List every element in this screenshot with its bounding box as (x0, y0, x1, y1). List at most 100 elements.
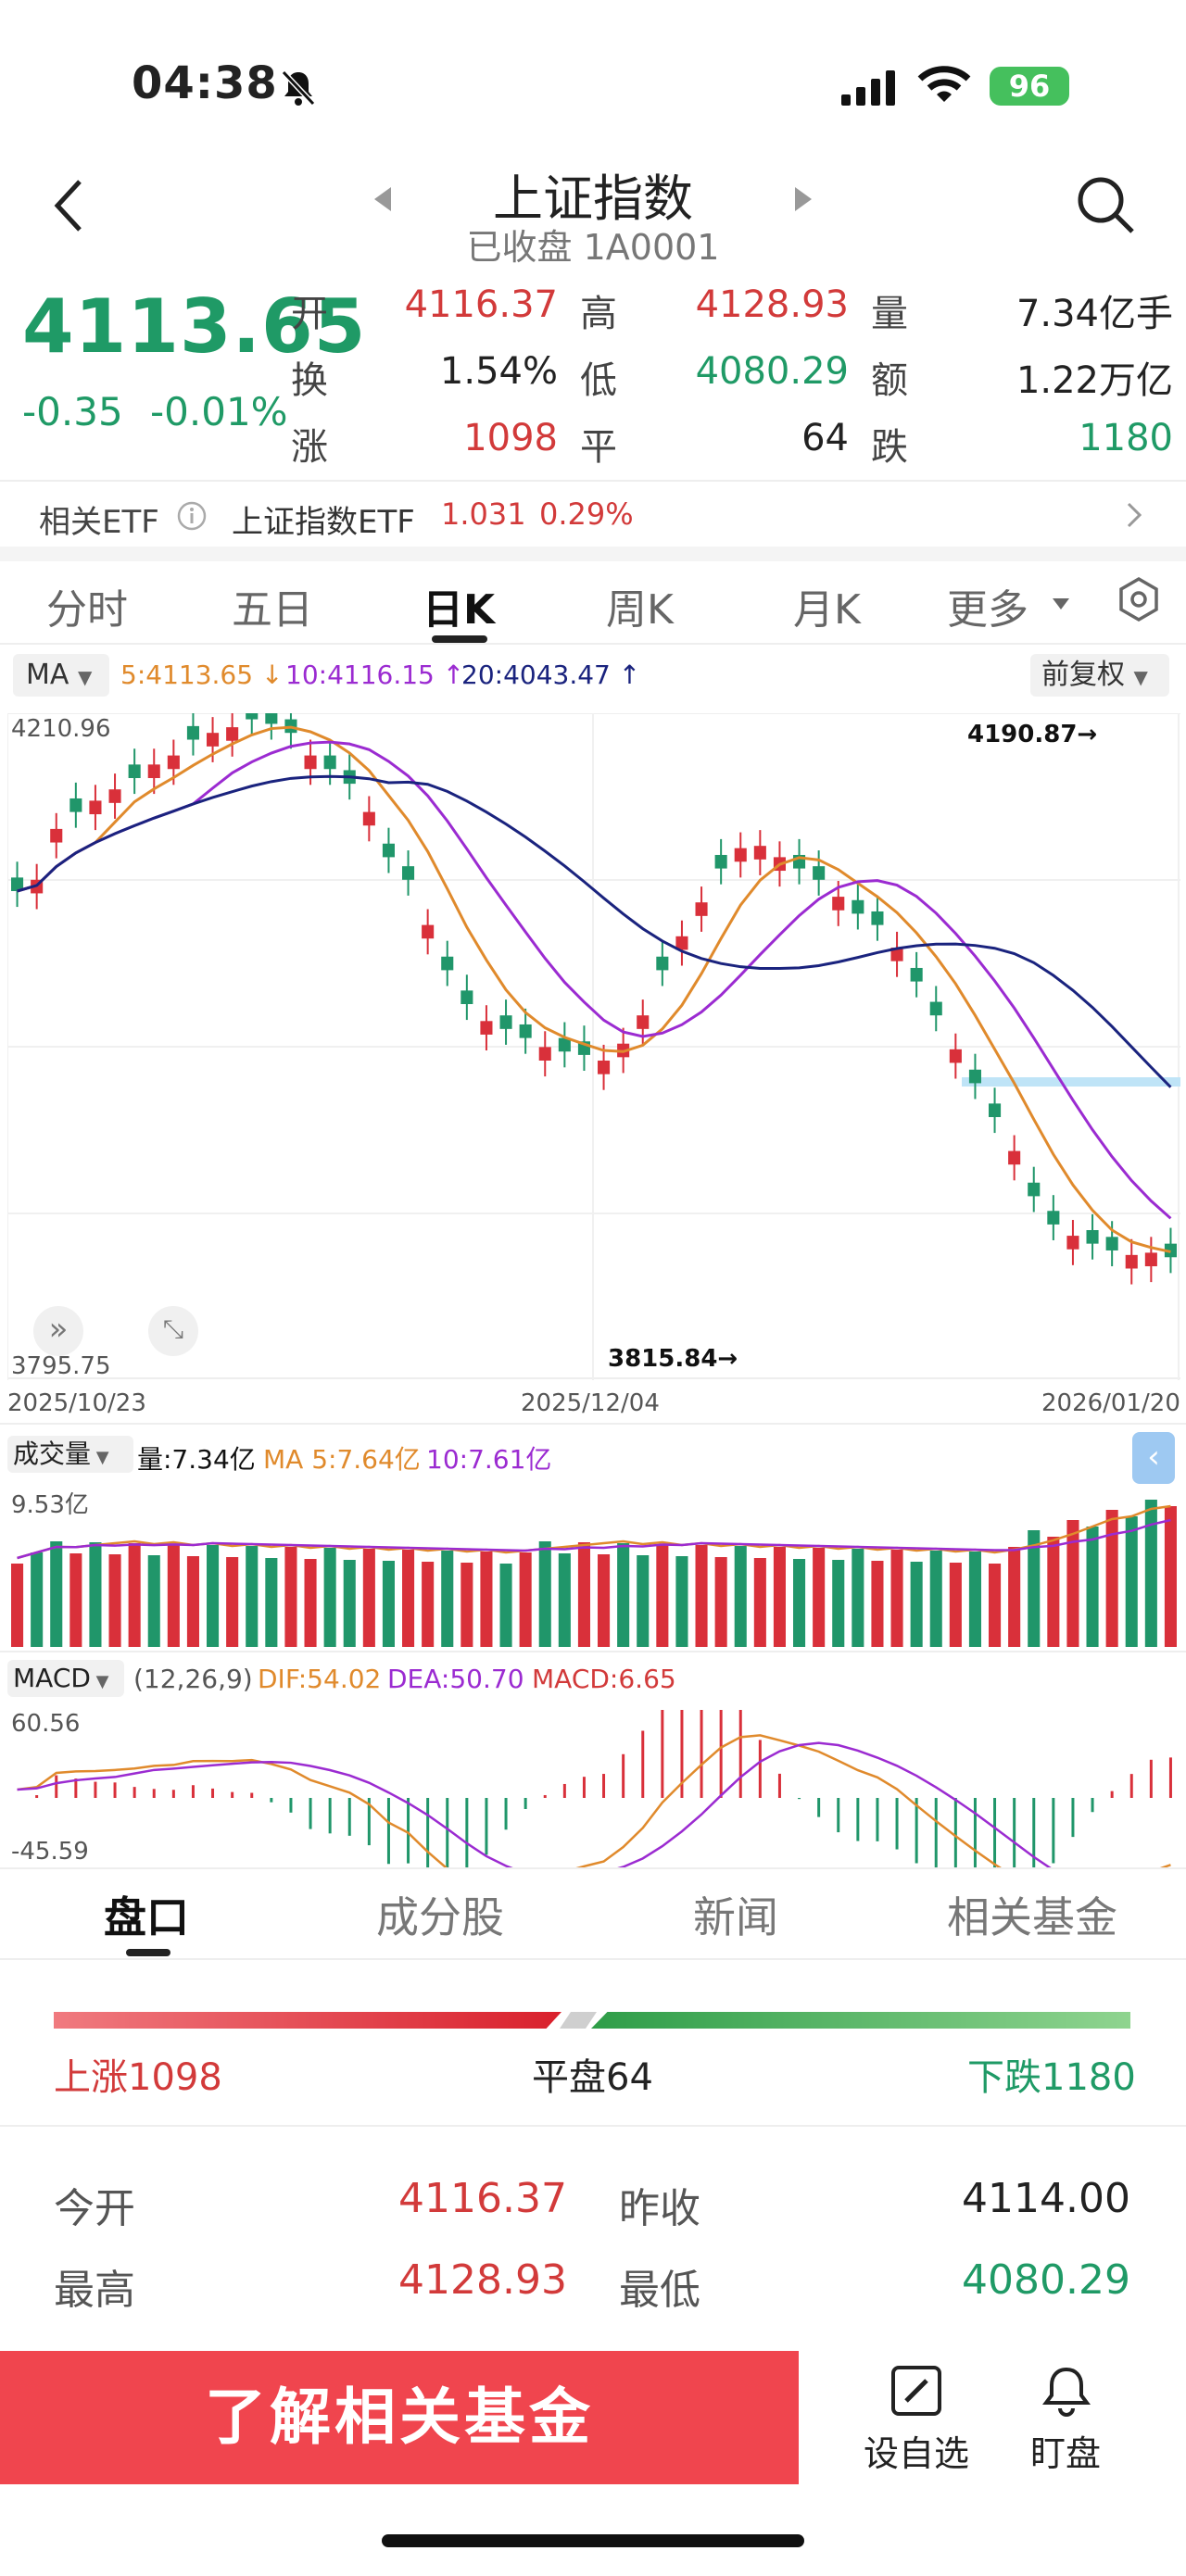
high-label: 高 (580, 293, 617, 335)
learn-funds-button[interactable]: 了解相关基金 (0, 2351, 799, 2484)
divider (0, 2125, 1186, 2127)
breadth-up: 上涨1098 (54, 2056, 222, 2099)
ma10-legend: 10:4116.15 ↑ (285, 660, 465, 690)
next-index-icon[interactable] (793, 185, 814, 213)
volume-bar (617, 1543, 630, 1647)
volume-selector[interactable]: 成交量 ▼ (7, 1436, 133, 1473)
volume-bar (147, 1555, 160, 1647)
candle (323, 755, 336, 770)
tab-quote[interactable]: 盘口 (104, 1892, 189, 1942)
flat-label: 平 (580, 426, 617, 469)
back-icon[interactable] (52, 178, 85, 233)
date-end: 2026/01/20 (1041, 1389, 1180, 1417)
collapse-panel-icon[interactable]: ‹ (1132, 1432, 1175, 1484)
candle (128, 764, 141, 778)
adjustment-selector[interactable]: 前复权 ▼ (1030, 654, 1169, 697)
high-marker: 4190.87→ (967, 721, 1098, 748)
volume-bar (226, 1557, 239, 1647)
breadth-bar (54, 2012, 1130, 2029)
volume-bar (108, 1554, 121, 1647)
volume-bar (304, 1559, 317, 1647)
volume-bar (910, 1562, 923, 1647)
volume-bar (1105, 1510, 1118, 1647)
tab-components[interactable]: 成分股 (376, 1892, 504, 1942)
candle (147, 764, 160, 778)
volume-bar (128, 1543, 141, 1647)
divider (0, 480, 1186, 482)
etf-row[interactable]: 相关ETF 上证指数ETF 1.031 0.29% (0, 482, 1186, 547)
breadth-down: 下跌1180 (967, 2056, 1136, 2099)
settings-icon[interactable] (1116, 576, 1162, 622)
volume-bar (167, 1544, 180, 1647)
macd-params: (12,26,9) (133, 1664, 253, 1694)
kchart-bottom-value: 3795.75 (11, 1352, 111, 1380)
info-icon[interactable] (176, 500, 208, 532)
tab-weekly-k[interactable]: 周K (606, 586, 674, 634)
expand-left-icon[interactable]: » (33, 1306, 83, 1356)
volume-bar (31, 1552, 44, 1647)
low-value: 4080.29 (695, 350, 849, 393)
candle (226, 727, 239, 741)
volume-bar (890, 1550, 903, 1647)
candle (265, 713, 278, 724)
divider (0, 1958, 1186, 1960)
tab-more[interactable]: 更多 (947, 586, 1028, 634)
candle (382, 843, 395, 858)
volume-bar (323, 1548, 336, 1647)
volume-bar (949, 1563, 962, 1647)
turnover-label: 换 (291, 359, 328, 402)
page-title: 上证指数 (493, 170, 693, 228)
candle (499, 1015, 512, 1029)
candle (734, 848, 747, 862)
monitor-button[interactable]: 盯盘 (1019, 2364, 1112, 2475)
flat-count: 64 (801, 417, 849, 459)
dea-legend: DEA:50.70 (387, 1664, 524, 1694)
kline-chart[interactable] (7, 713, 1180, 1380)
candle (1125, 1254, 1138, 1269)
macd-selector-label: MACD (13, 1663, 91, 1693)
signal-icon (841, 70, 895, 106)
volume-bar (793, 1559, 806, 1647)
candle (50, 828, 63, 843)
fullscreen-icon[interactable]: ⤡ (148, 1306, 198, 1356)
divider (0, 643, 1186, 645)
macd-selector[interactable]: MACD ▼ (7, 1660, 124, 1697)
tab-daily-k[interactable]: 日K (423, 586, 496, 634)
volume-bar (1125, 1516, 1138, 1647)
volume-bar (538, 1541, 551, 1647)
volume-top-value: 9.53亿 (11, 1491, 89, 1519)
search-icon[interactable] (1075, 174, 1136, 235)
volume-bar (499, 1564, 512, 1647)
volume-bar (656, 1544, 669, 1647)
tab-related-funds[interactable]: 相关基金 (947, 1892, 1117, 1942)
prev-index-icon[interactable] (372, 185, 393, 213)
down-count: 1180 (1079, 417, 1173, 459)
tab-news[interactable]: 新闻 (693, 1892, 778, 1942)
chevron-down-icon (1053, 598, 1069, 609)
volume-bar (968, 1552, 981, 1647)
add-watchlist-button[interactable]: 设自选 (854, 2364, 978, 2475)
tab-monthly-k[interactable]: 月K (793, 586, 861, 634)
adjustment-label: 前复权 (1041, 659, 1125, 691)
candle (207, 733, 220, 747)
candle (1086, 1230, 1099, 1244)
volume-bar (1086, 1527, 1099, 1647)
tab-intraday[interactable]: 分时 (46, 586, 128, 634)
volume-bar (11, 1564, 24, 1647)
volume-bar (1008, 1547, 1021, 1647)
volume-bar (989, 1564, 1002, 1647)
ma5-line (17, 725, 1171, 1253)
macd-top-value: 60.56 (11, 1710, 81, 1738)
candle (480, 1021, 493, 1035)
ma-selector[interactable]: MA ▼ (13, 654, 109, 697)
candle (304, 755, 317, 770)
candle (246, 713, 259, 720)
amount-value: 1.22万亿 (1016, 359, 1173, 402)
volume-bar (246, 1546, 259, 1647)
tab-five-day[interactable]: 五日 (232, 586, 313, 634)
candle (890, 948, 903, 961)
divider (0, 1651, 1186, 1652)
volume-bar (89, 1542, 102, 1647)
volume-bar (695, 1545, 708, 1647)
candle (637, 1015, 650, 1029)
